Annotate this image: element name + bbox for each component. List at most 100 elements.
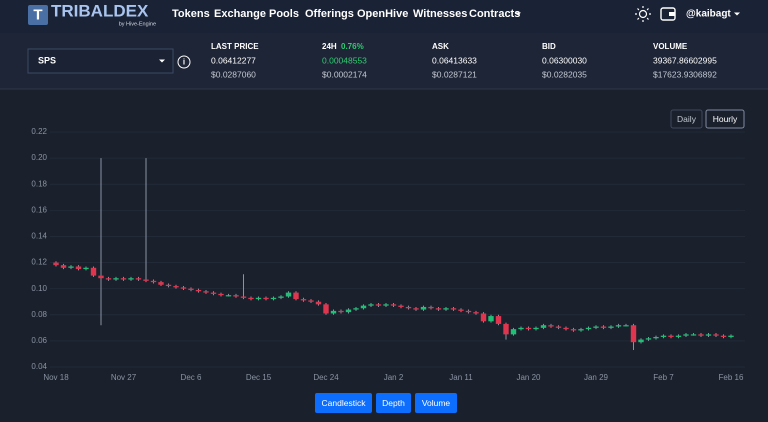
logo-mark: T [33,6,42,23]
candle-body [413,308,419,310]
logo-icon [28,5,48,25]
button-frame [415,393,457,413]
volume-button[interactable]: Volume [415,393,457,413]
candle-body [593,326,599,328]
candle-body [660,335,667,337]
select-caret [159,59,165,63]
stat-value: 0.06300030 [542,55,587,65]
info-button[interactable]: i [177,55,191,69]
candle-body [53,262,59,266]
candle-body [728,335,734,337]
wallet-clasp [669,12,675,16]
candle-body [390,304,397,306]
candle-body [570,329,577,331]
nav-link[interactable]: OpenHive [357,8,408,20]
candle-body [293,292,299,300]
candle-body [510,329,517,335]
candle-body [473,312,479,314]
candle-body [683,334,689,336]
logo[interactable]: T TRIBALDEX by Hive-Engine [28,1,156,27]
stat-label: LAST PRICE [211,42,259,51]
candle-body [98,275,104,279]
candle-body [653,336,659,339]
stat-change: 0.76% [341,42,364,51]
candle-body [533,327,539,330]
dropdown-caret [515,12,521,16]
candle-body [405,306,412,309]
candle-body [645,338,652,340]
x-tick-label: Nov 27 [111,373,137,382]
wallet-button[interactable] [660,7,676,21]
x-tick-label: Jan 11 [449,373,473,382]
candle-body [435,308,442,310]
nav-link[interactable]: Offerings [305,8,354,20]
candle-body [330,310,337,314]
stat-value: 39367.86602995 [653,55,717,65]
candle-body [420,306,427,310]
candle-body [240,296,247,298]
candle-body [518,327,524,330]
candle-body [308,300,314,302]
candle-body [675,335,682,337]
stat-label: ASK [432,42,449,51]
token-select[interactable]: SPS [27,48,174,74]
nav-link[interactable]: Contracts [469,8,520,20]
candle-body [713,334,719,336]
candle-body [158,282,164,285]
depth-button[interactable]: Depth [376,393,411,413]
candle-body [83,267,89,270]
candle-body [450,308,457,310]
y-tick-label: 0.12 [31,258,47,267]
x-tick-label: Jan 20 [516,373,541,382]
candle-body [60,265,67,268]
theme-toggle[interactable] [635,6,651,22]
y-tick-label: 0.16 [31,205,47,214]
nav-link[interactable]: Pools [269,8,299,20]
candle-body [323,304,329,314]
candle-body [698,334,704,336]
y-tick-label: 0.14 [31,232,47,241]
candle-body [263,297,269,300]
candle-body [540,325,547,328]
candle-body [300,299,307,301]
candle-body [668,335,674,337]
stat-usd: $17623.9306892 [653,69,717,79]
candle-body [503,323,509,335]
candle-body [180,287,187,289]
x-tick-label: Dec 24 [313,373,339,382]
nav-link[interactable]: Exchange [214,8,266,20]
stat-label: 24H [322,42,337,51]
candle-body [690,334,697,336]
user-menu[interactable]: @kaibagt [686,9,731,20]
candle-body [165,284,172,287]
daily-button[interactable]: Daily [670,109,703,129]
button-label: Candlestick [322,398,367,408]
button-frame [315,393,372,413]
candle-body [195,289,202,292]
candle-body [600,326,607,328]
info-glyph: i [183,58,185,67]
nav-link[interactable]: Witnesses [413,8,467,20]
candle-body [150,280,157,283]
candle-body [203,291,209,293]
button-frame [705,109,745,129]
x-tick-label: Feb 16 [719,373,744,382]
hourly-button[interactable]: Hourly [705,109,745,129]
button-label: Daily [677,114,697,124]
y-tick-label: 0.04 [31,362,47,371]
candle-body [525,327,532,330]
candle-body [623,325,629,327]
candle-body [233,295,239,297]
stat-value: 0.06413633 [432,55,477,65]
nav-link[interactable]: Tokens [172,8,210,20]
button-frame [670,109,703,129]
candle-body [270,297,277,300]
y-tick-label: 0.10 [31,284,47,293]
candlestick-button[interactable]: Candlestick [315,393,372,413]
stat-value: 0.06412277 [211,55,256,65]
y-tick-label: 0.08 [31,310,47,319]
candle-body [458,309,464,311]
candle-body [225,295,232,297]
candle-body [128,278,134,280]
